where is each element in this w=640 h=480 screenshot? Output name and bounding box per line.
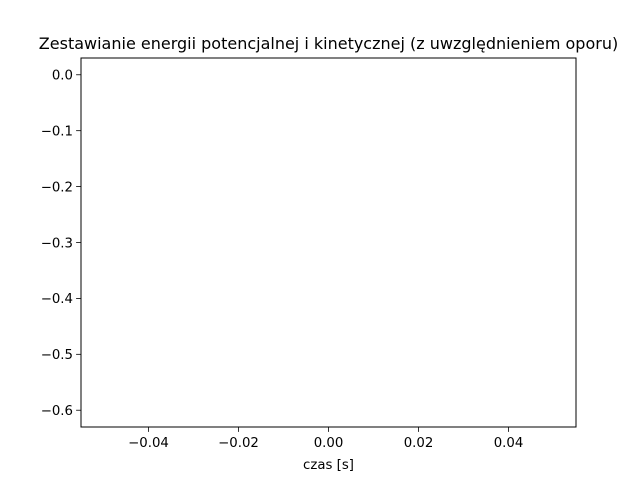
- plot-area: [81, 58, 576, 427]
- y-tick-label: −0.5: [41, 348, 73, 363]
- y-tick-label: −0.6: [41, 404, 73, 419]
- y-tick-label: 0.0: [52, 69, 73, 84]
- chart-title: Zestawianie energii potencjalnej i kinet…: [39, 34, 618, 53]
- x-tick-label: −0.04: [128, 436, 169, 451]
- y-tick-label: −0.3: [41, 236, 73, 251]
- x-tick-label: 0.02: [404, 436, 434, 451]
- x-tick-label: 0.04: [494, 436, 524, 451]
- y-axis-ticks: 0.0 −0.1 −0.2 −0.3 −0.4 −0.5 −0.6: [41, 69, 81, 419]
- y-tick-label: −0.4: [41, 292, 73, 307]
- y-tick-label: −0.2: [41, 180, 73, 195]
- x-axis-label: czas [s]: [303, 458, 354, 473]
- x-tick-label: 0.00: [314, 436, 344, 451]
- y-tick-label: −0.1: [41, 124, 73, 139]
- plot-frame: [80, 57, 577, 428]
- x-tick-label: −0.02: [218, 436, 259, 451]
- x-axis-ticks: −0.04 −0.02 0.00 0.02 0.04: [128, 427, 523, 451]
